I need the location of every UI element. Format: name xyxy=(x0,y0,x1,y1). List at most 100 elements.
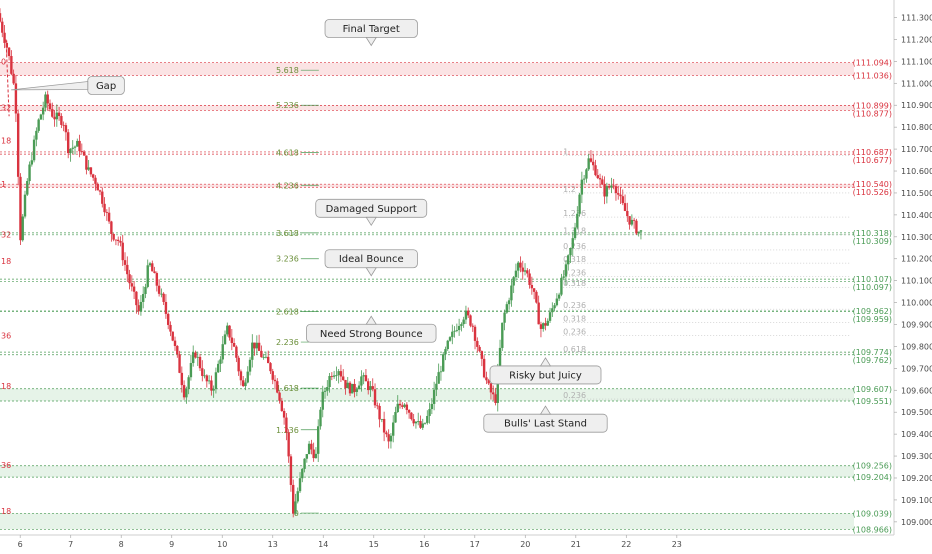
candle-body xyxy=(103,203,106,213)
candle-body xyxy=(260,350,263,358)
candle-body xyxy=(430,403,434,410)
candle-body xyxy=(417,421,420,422)
candle-body xyxy=(119,240,122,243)
candle-body xyxy=(444,349,447,355)
faint-fib-label: 0.318 xyxy=(563,255,586,264)
candle-body xyxy=(542,323,545,329)
candle-body xyxy=(628,216,631,225)
faint-fib-label: 0.236 xyxy=(563,391,586,400)
candle-body xyxy=(630,219,634,225)
candle-body xyxy=(82,151,86,156)
candle-body xyxy=(532,288,536,292)
candle-body xyxy=(162,293,165,302)
left-edge-label: 18 xyxy=(1,257,11,266)
y-tick-label: 110.000 xyxy=(901,299,932,308)
price-level-label: (110.687) xyxy=(853,148,892,157)
price-level-label: (110.540) xyxy=(853,180,892,189)
price-level-label: (110.318) xyxy=(853,229,892,238)
candle-body xyxy=(282,410,286,418)
candle-body xyxy=(528,273,531,285)
price-level-label: (111.094) xyxy=(853,59,892,68)
left-edge-label: 32 xyxy=(1,103,11,112)
candle-body xyxy=(632,219,636,221)
candle-body xyxy=(567,255,570,265)
candle-body xyxy=(355,389,359,392)
candle-body xyxy=(537,302,540,325)
candle-body xyxy=(551,308,554,313)
candle-body xyxy=(187,377,190,389)
x-tick-label: 14 xyxy=(318,540,328,549)
gap-marker xyxy=(5,39,10,117)
candle-body xyxy=(560,277,563,295)
candle-body xyxy=(198,356,202,369)
candle-body xyxy=(321,391,324,410)
annotation-label: Need Strong Bounce xyxy=(320,329,423,340)
candle-body xyxy=(305,454,309,459)
candle-body xyxy=(280,400,284,411)
candle-body xyxy=(596,175,599,179)
y-tick-label: 110.900 xyxy=(901,101,932,110)
candle-body xyxy=(310,443,313,450)
candle-body xyxy=(405,404,409,411)
candle-body xyxy=(32,139,36,161)
y-tick-label: 111.200 xyxy=(901,35,932,44)
candle-body xyxy=(376,405,379,407)
candle-body xyxy=(521,267,524,272)
candle-body xyxy=(544,323,547,326)
y-tick-label: 109.000 xyxy=(901,518,932,527)
y-tick-label: 109.500 xyxy=(901,408,932,417)
candle-body xyxy=(157,285,161,294)
candle-body xyxy=(262,357,265,358)
candle-body xyxy=(337,371,340,376)
left-edge-label: 0 xyxy=(1,57,6,66)
extension-label: 5.618 xyxy=(276,66,299,75)
candle-body xyxy=(257,342,261,351)
candle-body xyxy=(69,148,72,154)
candle-body xyxy=(164,301,168,314)
candle-body xyxy=(251,342,254,360)
x-tick-label: 17 xyxy=(470,540,480,549)
zone-band xyxy=(0,105,854,111)
candle-body xyxy=(423,422,427,424)
y-tick-label: 109.200 xyxy=(901,474,932,483)
zone-band xyxy=(0,184,854,188)
candle-body xyxy=(428,409,431,416)
candle-body xyxy=(555,298,559,306)
candle-body xyxy=(403,404,406,407)
candle-body xyxy=(637,231,640,234)
price-level-label: (110.309) xyxy=(853,237,892,246)
candle-body xyxy=(241,380,245,387)
candle-body xyxy=(332,375,336,377)
candle-body xyxy=(19,176,22,241)
candle-body xyxy=(16,113,20,177)
candle-body xyxy=(298,478,302,492)
candle-body xyxy=(598,178,602,180)
candle-body xyxy=(55,112,59,120)
extension-label: 2.618 xyxy=(276,307,299,316)
candle-body xyxy=(287,432,290,457)
candle-body xyxy=(335,375,338,376)
candle-body xyxy=(410,412,413,420)
candle-body xyxy=(392,422,395,436)
candle-body xyxy=(317,426,320,454)
candle-body xyxy=(621,196,624,204)
candle-body xyxy=(573,227,577,239)
x-tick-label: 8 xyxy=(119,540,124,549)
candle-body xyxy=(492,392,495,395)
x-tick-label: 13 xyxy=(268,540,278,549)
price-level-label: (111.036) xyxy=(853,71,892,80)
candle-body xyxy=(494,394,497,403)
candle-body xyxy=(60,116,63,125)
candle-body xyxy=(362,375,365,377)
candle-body xyxy=(476,340,479,347)
candle-body xyxy=(130,283,134,287)
candle-body xyxy=(585,169,588,179)
annotation-label: Final Target xyxy=(343,24,400,35)
candle-body xyxy=(582,178,586,180)
candle-body xyxy=(535,291,538,303)
candle-body xyxy=(473,326,477,341)
candle-body xyxy=(123,260,127,265)
candle-body xyxy=(462,319,465,325)
candle-body xyxy=(557,294,561,299)
